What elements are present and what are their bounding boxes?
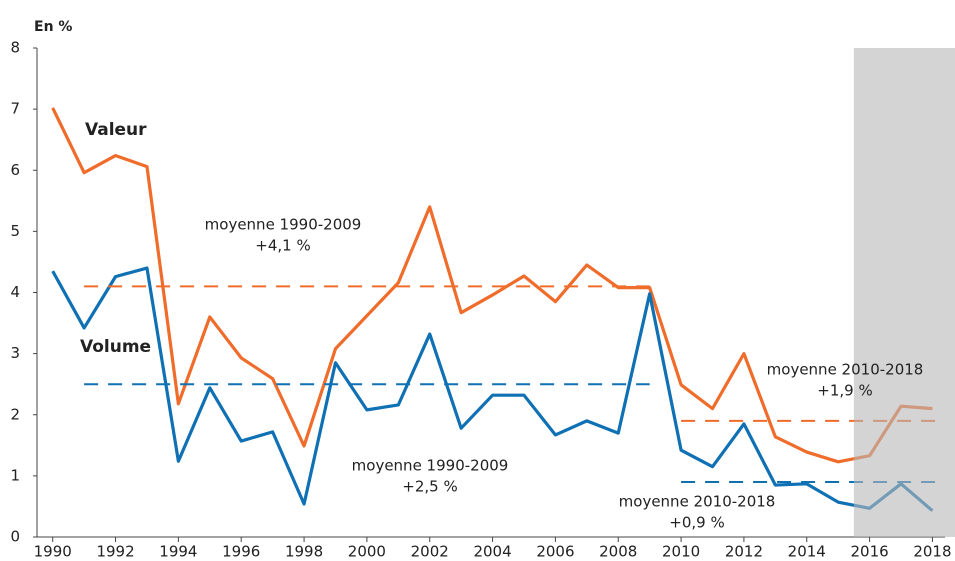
x-tick-label: 2012	[725, 543, 763, 561]
x-tick-label: 2010	[662, 543, 700, 561]
x-tick-label: 2002	[411, 543, 449, 561]
y-tick-label: 4	[10, 283, 20, 301]
series-line	[51, 107, 933, 464]
y-tick-label: 8	[10, 39, 20, 57]
average-value-label: +4,1 %	[255, 237, 310, 255]
y-tick-label: 6	[10, 161, 20, 179]
x-tick-label: 2000	[348, 543, 386, 561]
series-label: Valeur	[85, 120, 147, 140]
shaded-region	[853, 48, 955, 537]
average-label: moyenne 2010-2018	[619, 493, 776, 511]
y-tick-label: 7	[10, 100, 20, 118]
x-tick-label: 2014	[788, 543, 826, 561]
x-tick-label: 2018	[913, 543, 951, 561]
average-value-label: +0,9 %	[669, 514, 724, 532]
y-tick-label: 3	[10, 344, 20, 362]
series-label: Volume	[80, 337, 151, 357]
x-tick-label: 1998	[285, 543, 323, 561]
average-label: moyenne 2010-2018	[767, 361, 924, 379]
average-label: moyenne 1990-2009	[352, 457, 509, 475]
x-tick-label: 2004	[473, 543, 511, 561]
y-tick-label: 1	[10, 466, 20, 484]
y-tick-label: 5	[10, 222, 20, 240]
x-tick-label: 2008	[599, 543, 637, 561]
x-tick-label: 1994	[159, 543, 197, 561]
series-line	[51, 266, 934, 512]
y-axis-label: En %	[34, 19, 72, 35]
average-label: moyenne 1990-2009	[205, 216, 362, 234]
average-value-label: +2,5 %	[402, 478, 457, 496]
x-tick-label: 1990	[34, 543, 72, 561]
x-tick-label: 2016	[851, 543, 889, 561]
x-tick-label: 1992	[96, 543, 134, 561]
y-tick-label: 2	[10, 405, 20, 423]
x-tick-label: 1996	[222, 543, 260, 561]
y-tick-label: 0	[10, 528, 20, 546]
x-tick-label: 2006	[536, 543, 574, 561]
average-value-label: +1,9 %	[817, 382, 872, 400]
